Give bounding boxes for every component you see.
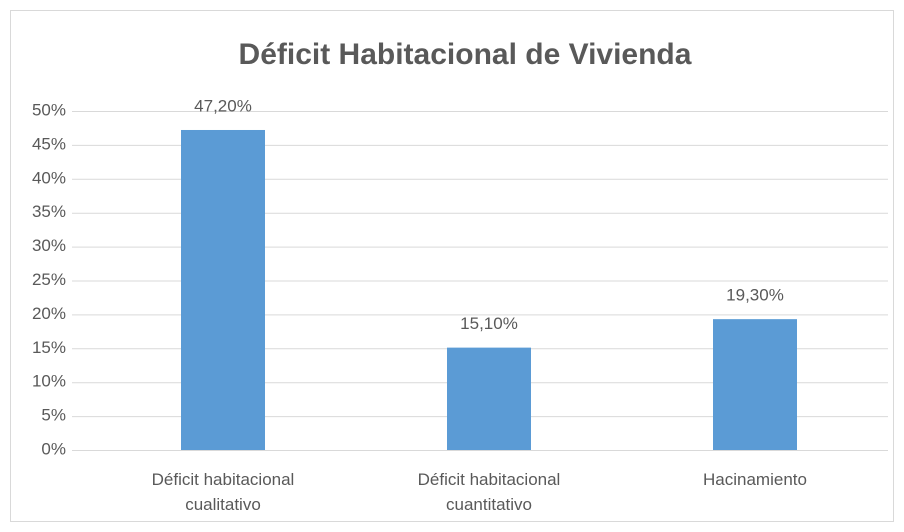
data-label: 15,10% [460, 314, 518, 333]
y-tick-label: 35% [32, 202, 66, 221]
y-tick-label: 45% [32, 134, 66, 153]
chart-title: Déficit Habitacional de Vivienda [239, 38, 692, 71]
y-tick-label: 50% [32, 100, 66, 119]
y-tick-label: 10% [32, 372, 66, 391]
data-label: 47,20% [194, 96, 252, 115]
bar [713, 319, 797, 450]
data-label: 19,30% [726, 286, 784, 305]
y-tick-label: 5% [41, 406, 66, 425]
x-tick-label: Déficit habitacional cuantitativo [417, 470, 561, 514]
bar [447, 347, 531, 450]
y-tick-label: 15% [32, 338, 66, 357]
x-tick-label: Hacinamiento [703, 470, 807, 489]
x-tick-label: Déficit habitacional cualitativo [151, 470, 295, 514]
y-tick-label: 25% [32, 270, 66, 289]
bar [181, 129, 265, 450]
y-tick-label: 30% [32, 236, 66, 255]
y-tick-label: 40% [32, 168, 66, 187]
y-tick-label: 20% [32, 304, 66, 323]
y-tick-label: 0% [41, 439, 66, 458]
